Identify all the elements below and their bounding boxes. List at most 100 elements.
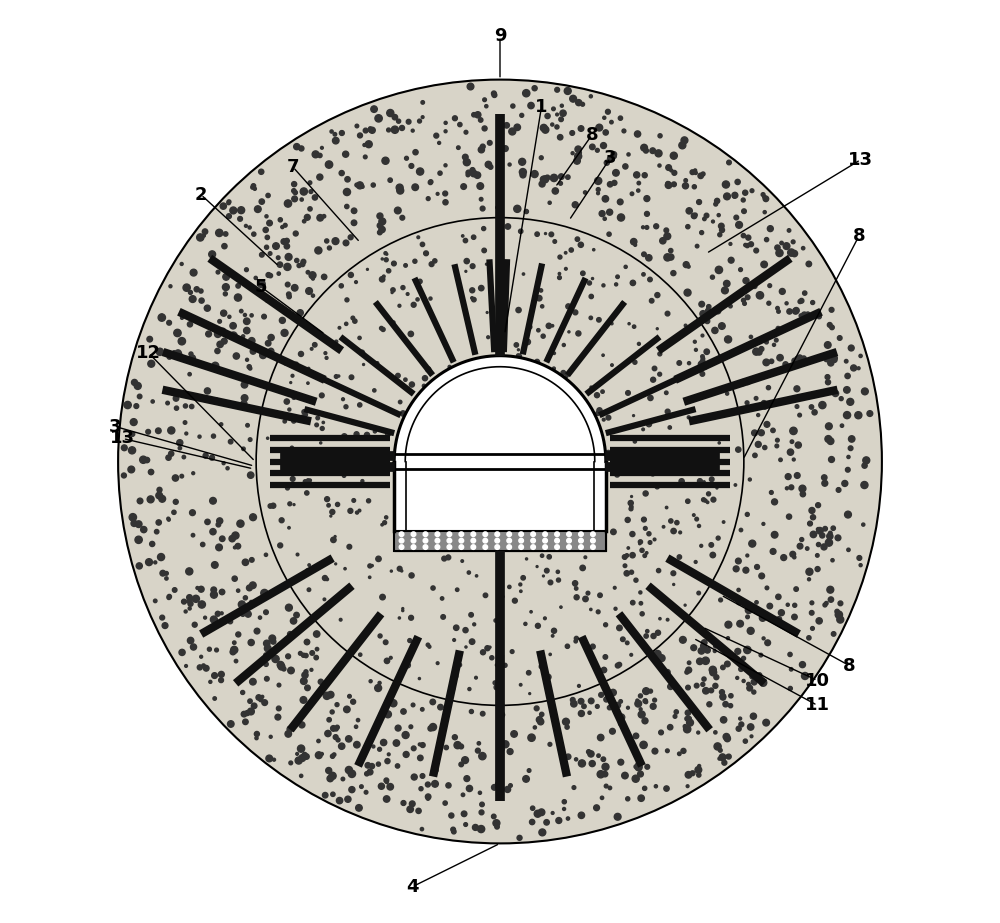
Circle shape [435,545,440,549]
Circle shape [783,243,790,249]
Circle shape [685,716,689,721]
Circle shape [466,785,473,792]
Circle shape [736,726,741,731]
Circle shape [473,623,476,626]
Circle shape [426,643,430,646]
Circle shape [322,421,324,424]
Circle shape [254,276,257,280]
Circle shape [310,348,313,350]
Circle shape [589,294,593,299]
Circle shape [577,150,581,155]
Circle shape [284,399,289,404]
Circle shape [428,309,430,311]
Circle shape [483,593,488,597]
Circle shape [534,706,539,711]
Circle shape [643,688,649,694]
Circle shape [745,244,749,247]
Circle shape [320,752,323,755]
Circle shape [475,112,481,118]
Circle shape [265,341,271,346]
Circle shape [308,181,312,185]
Circle shape [544,129,547,132]
Circle shape [726,637,729,640]
Circle shape [244,328,250,334]
Circle shape [775,444,779,448]
Circle shape [233,353,239,359]
Circle shape [188,373,191,376]
Circle shape [540,713,544,716]
Circle shape [279,318,285,323]
Circle shape [284,362,287,365]
Circle shape [517,835,522,840]
Circle shape [284,238,289,244]
Circle shape [498,712,505,718]
Circle shape [386,432,390,437]
Circle shape [848,436,855,442]
Circle shape [794,386,800,391]
Circle shape [323,692,330,700]
Circle shape [737,588,740,592]
Circle shape [352,498,356,502]
Circle shape [400,411,406,416]
Circle shape [603,116,606,119]
Circle shape [809,508,815,513]
Circle shape [470,264,475,269]
Circle shape [694,213,697,216]
Circle shape [299,146,304,151]
Circle shape [701,354,704,358]
Circle shape [544,617,546,619]
Circle shape [399,126,405,130]
Circle shape [591,538,595,543]
Circle shape [720,228,725,233]
Circle shape [611,364,613,366]
Circle shape [722,287,728,294]
Circle shape [204,617,207,619]
Circle shape [845,511,851,518]
Circle shape [753,348,760,355]
Circle shape [174,406,179,410]
Circle shape [539,181,545,187]
Circle shape [564,252,567,254]
Circle shape [210,455,214,461]
Circle shape [497,710,500,713]
Circle shape [507,532,512,536]
Circle shape [540,554,544,557]
Circle shape [265,235,269,240]
Circle shape [135,536,142,544]
Circle shape [862,523,865,526]
Circle shape [401,709,406,714]
Circle shape [616,275,619,279]
Circle shape [418,755,423,761]
Circle shape [816,543,821,546]
Circle shape [302,220,306,223]
Circle shape [334,375,338,378]
Circle shape [728,258,734,263]
Circle shape [765,640,771,645]
Circle shape [385,516,388,519]
Circle shape [373,389,376,392]
Circle shape [464,822,468,826]
Circle shape [716,536,720,540]
Circle shape [294,144,300,150]
Circle shape [564,88,571,94]
Circle shape [648,395,653,401]
Circle shape [480,206,485,211]
Circle shape [180,262,183,266]
Circle shape [230,332,237,340]
Circle shape [684,605,686,606]
Circle shape [401,800,406,806]
Circle shape [635,634,637,636]
Circle shape [734,484,737,486]
Circle shape [739,722,744,726]
Circle shape [266,193,270,198]
Circle shape [158,554,165,560]
Circle shape [292,419,296,423]
Circle shape [483,538,488,543]
Circle shape [309,190,313,194]
Circle shape [719,598,723,602]
Circle shape [220,536,225,542]
Circle shape [778,610,784,616]
Circle shape [327,380,329,382]
Circle shape [544,820,549,825]
Circle shape [222,283,229,291]
